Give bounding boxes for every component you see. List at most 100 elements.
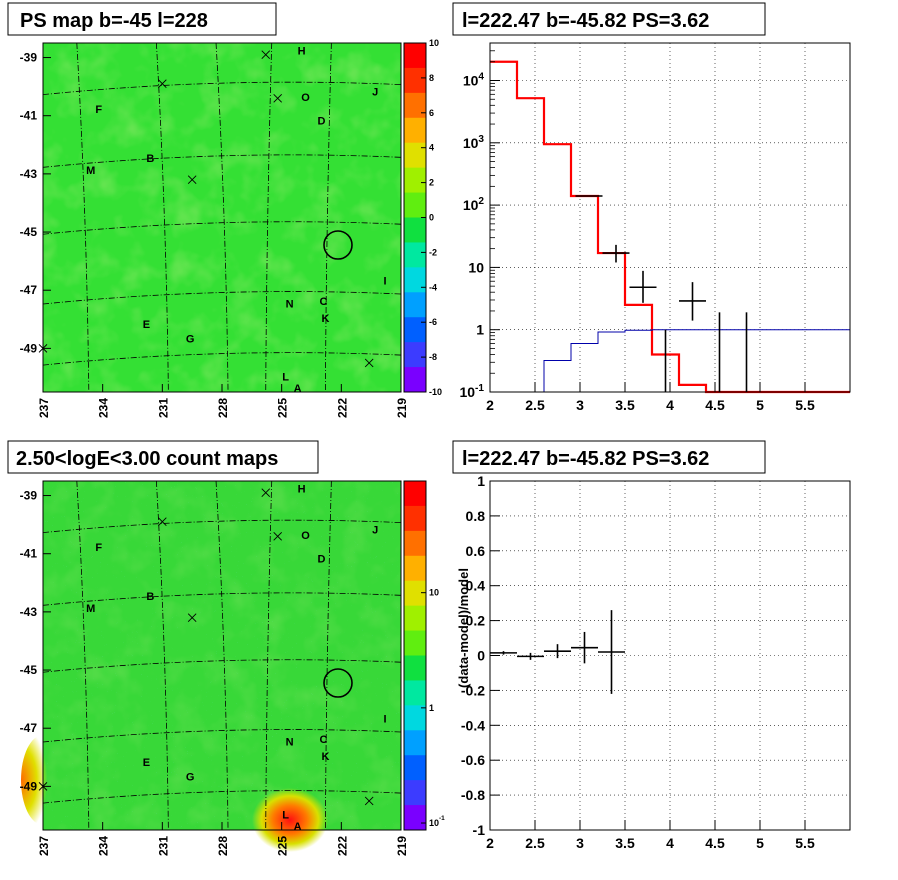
source-label-J: J bbox=[372, 86, 378, 98]
colorbar-segment bbox=[404, 92, 426, 119]
y-tick-label: -47 bbox=[20, 721, 38, 735]
parallel-line bbox=[42, 154, 402, 168]
ps-map-sources: H J O F D B M I N CK E G LA bbox=[38, 46, 387, 395]
x-tick-label: 5.5 bbox=[795, 397, 815, 413]
y-tick-label: 10-1 bbox=[459, 383, 484, 400]
count-map-colorbar: 10 1 10-1 bbox=[403, 480, 445, 831]
count-map-x-ticks: 237 234 231 228 225 222 219 bbox=[37, 822, 409, 856]
residual-title-box bbox=[452, 440, 766, 474]
y-tick-label: -41 bbox=[20, 109, 38, 123]
y-tick-label: -0.8 bbox=[461, 787, 485, 803]
source-label-A: A bbox=[294, 821, 302, 833]
colorbar-segment bbox=[404, 481, 426, 507]
spectrum-title-box bbox=[452, 2, 766, 36]
colorbar-label: -2 bbox=[429, 247, 437, 257]
count-map-target-circle bbox=[323, 668, 353, 698]
count-map-title-box bbox=[7, 440, 319, 474]
parallel-line bbox=[42, 221, 402, 235]
x-tick-label: 2.5 bbox=[525, 397, 545, 413]
x-tick-label: 228 bbox=[216, 398, 230, 418]
colorbar-label: 10 bbox=[429, 38, 439, 48]
source-label-O: O bbox=[301, 92, 310, 104]
source-label-G: G bbox=[186, 772, 195, 784]
y-tick-label: -41 bbox=[20, 547, 38, 561]
source-cross-marker bbox=[158, 79, 167, 89]
x-tick-label: 225 bbox=[276, 398, 290, 418]
x-tick-label: 4.5 bbox=[705, 397, 725, 413]
y-tick-label: -0.2 bbox=[461, 682, 485, 698]
meridian-line bbox=[76, 480, 90, 831]
x-tick-label: 4 bbox=[666, 835, 674, 851]
y-tick-label: 0.8 bbox=[466, 508, 486, 524]
colorbar-segment bbox=[404, 267, 426, 293]
parallel-line bbox=[42, 790, 402, 804]
ps-map-target-circle bbox=[323, 230, 353, 260]
x-tick-label: 4 bbox=[666, 397, 674, 413]
y-tick-label: 0.4 bbox=[466, 578, 486, 594]
colorbar-label: -6 bbox=[429, 317, 437, 327]
y-tick-label: -1 bbox=[473, 822, 486, 838]
colorbar-label: 10 bbox=[429, 588, 439, 598]
ps-map-y-ticks: -39 -41 -43 -45 -47 -49 bbox=[20, 51, 51, 355]
y-tick-label: 0.6 bbox=[466, 543, 486, 559]
source-label-B: B bbox=[146, 591, 154, 603]
colorbar-label: 8 bbox=[429, 73, 434, 83]
parallel-line bbox=[42, 659, 402, 673]
source-label-L: L bbox=[282, 371, 289, 383]
ps-map-coordinate-grid bbox=[42, 42, 402, 393]
count-map-coordinate-grid bbox=[42, 480, 402, 831]
source-label-F: F bbox=[95, 104, 102, 116]
y-tick-label: -43 bbox=[20, 167, 38, 181]
colorbar-label: 4 bbox=[429, 143, 434, 153]
source-label-I: I bbox=[384, 713, 387, 725]
colorbar-segment bbox=[404, 67, 426, 94]
source-cross-marker bbox=[187, 175, 197, 185]
source-label-N: N bbox=[286, 299, 294, 311]
x-tick-label: 5 bbox=[756, 835, 764, 851]
meridian-line bbox=[155, 42, 169, 393]
source-cross-marker bbox=[261, 488, 271, 497]
parallel-line bbox=[42, 729, 402, 743]
x-tick-label: 231 bbox=[156, 398, 170, 418]
source-label-B: B bbox=[146, 153, 154, 165]
source-label-K: K bbox=[321, 751, 329, 763]
x-tick-label: 3 bbox=[576, 397, 584, 413]
x-tick-label: 219 bbox=[395, 398, 409, 418]
source-label-E: E bbox=[143, 319, 150, 331]
x-tick-label: 5.5 bbox=[795, 835, 815, 851]
meridian-line bbox=[215, 480, 229, 831]
count-map-title: 2.50<logE<3.00 count maps bbox=[16, 448, 278, 470]
colorbar-segment bbox=[404, 43, 426, 69]
residual-x-ticks: 2 2.5 3 3.5 4 4.5 5 5.5 bbox=[486, 820, 815, 851]
parallel-line bbox=[42, 291, 402, 305]
x-tick-label: 2.5 bbox=[525, 835, 545, 851]
colorbar-segment bbox=[404, 730, 426, 756]
colorbar-segment bbox=[404, 317, 426, 343]
count-map-texture-2 bbox=[43, 481, 401, 830]
colorbar-segment bbox=[404, 655, 426, 681]
source-label-M: M bbox=[86, 165, 95, 177]
colorbar-segment bbox=[404, 292, 426, 318]
colorbar-segment bbox=[404, 192, 426, 218]
spectrum-title: l=222.47 b=-45.82 PS=3.62 bbox=[462, 10, 709, 32]
count-map-y-ticks: -39 -41 -43 -45 -47 -49 bbox=[20, 489, 51, 793]
x-tick-label: 222 bbox=[335, 836, 349, 856]
source-label-C: C bbox=[319, 296, 327, 308]
residual-title: l=222.47 b=-45.82 PS=3.62 bbox=[462, 448, 709, 470]
meridian-line bbox=[215, 42, 229, 393]
parallel-line bbox=[42, 592, 402, 606]
source-label-M: M bbox=[86, 603, 95, 615]
colorbar-label: -8 bbox=[429, 352, 437, 362]
colorbar-segment bbox=[404, 505, 426, 532]
x-tick-label: 2 bbox=[486, 835, 494, 851]
parallel-line bbox=[42, 352, 402, 366]
colorbar-segment bbox=[404, 555, 426, 582]
model-step-red-line bbox=[490, 60, 850, 394]
residual-panel: -1 -0.8 -0.6 -0.4 -0.2 0 0.2 0.4 0.6 0.8 1 2 2.5 3 3.… bbox=[452, 440, 851, 851]
source-label-G: G bbox=[186, 334, 195, 346]
source-cross-marker bbox=[261, 50, 271, 59]
